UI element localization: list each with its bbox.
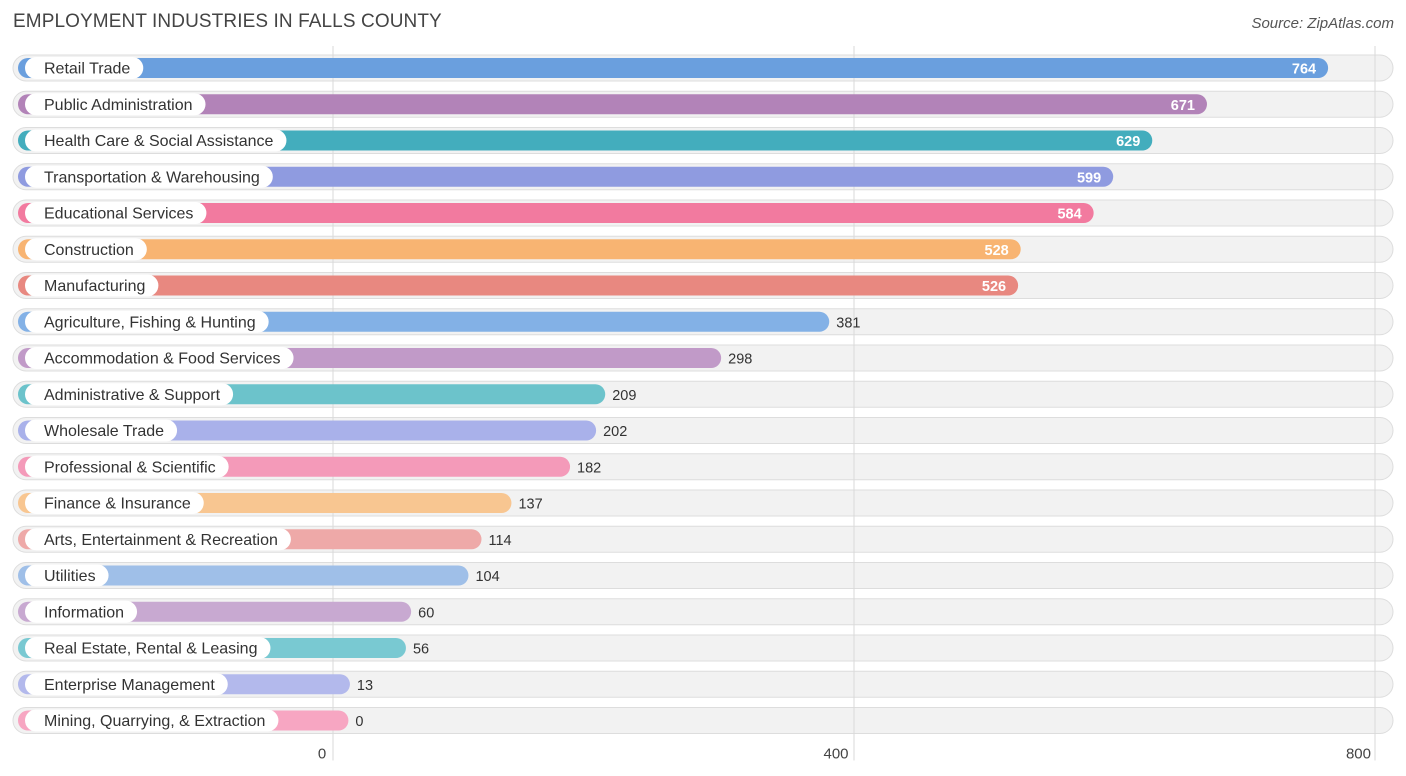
category-label-pill (25, 93, 206, 116)
category-label: Enterprise Management (44, 677, 215, 694)
value-label: 114 (488, 533, 511, 549)
category-label-pill (25, 528, 291, 551)
bar-group: Manufacturing 526 (18, 274, 1019, 297)
chart-title: EMPLOYMENT INDUSTRIES IN FALLS COUNTY (13, 11, 442, 32)
value-label: 209 (612, 388, 636, 404)
category-label: Real Estate, Rental & Leasing (44, 641, 257, 658)
axis-tick-label: 0 (318, 746, 326, 763)
value-label: 137 (518, 497, 542, 513)
value-label: 629 (1116, 134, 1140, 150)
bar-group: Construction 528 (18, 238, 1021, 261)
category-label-pill (25, 129, 287, 152)
category-label-pill (25, 419, 178, 442)
value-label: 764 (1292, 62, 1316, 78)
bar-group: Retail Trade 764 (18, 57, 1329, 79)
bar (18, 203, 1094, 223)
bar-group: Mining, Quarrying, & Extraction 0 (18, 709, 364, 732)
category-label-pill (25, 202, 207, 224)
value-label: 104 (475, 569, 499, 585)
bar-group: Finance & Insurance 137 (18, 492, 543, 514)
bar (18, 565, 469, 586)
bar-group: Health Care & Social Assistance 629 (18, 129, 1153, 152)
row-background (12, 670, 1394, 698)
category-label-pill (25, 347, 294, 369)
category-label: Health Care & Social Assistance (44, 133, 274, 150)
value-label: 60 (418, 605, 434, 621)
category-label: Administrative & Support (44, 387, 221, 404)
bar-group: Public Administration 671 (18, 93, 1207, 116)
bar-group: Administrative & Support 209 (18, 383, 636, 406)
category-label: Transportation & Warehousing (44, 169, 260, 186)
bar (18, 94, 1207, 115)
bar-group: Accommodation & Food Services 298 (18, 347, 752, 369)
category-label: Professional & Scientific (44, 459, 216, 476)
category-label: Manufacturing (44, 278, 145, 295)
category-label-pill (25, 57, 144, 79)
category-label: Educational Services (44, 206, 193, 223)
bar-group: Wholesale Trade 202 (18, 419, 627, 442)
category-label-pill (25, 383, 234, 406)
category-label: Utilities (44, 568, 96, 585)
category-label: Public Administration (44, 97, 193, 114)
category-label: Accommodation & Food Services (44, 351, 281, 368)
category-label: Retail Trade (44, 61, 130, 78)
value-label: 56 (413, 642, 429, 658)
bar-group: Agriculture, Fishing & Hunting 381 (18, 310, 860, 333)
category-label-pill (25, 600, 138, 623)
bar-group: Transportation & Warehousing 599 (18, 165, 1114, 188)
category-label-pill (25, 673, 228, 696)
bar (18, 166, 1114, 187)
axis-tick-label: 400 (823, 746, 848, 763)
category-label: Mining, Quarrying, & Extraction (44, 713, 265, 730)
category-label: Wholesale Trade (44, 423, 164, 440)
category-label-pill (25, 165, 273, 188)
value-label: 671 (1171, 98, 1195, 114)
value-label: 0 (355, 714, 363, 730)
value-label: 599 (1077, 170, 1101, 186)
value-label: 584 (1057, 207, 1081, 223)
category-label-pill (25, 564, 109, 587)
bar-group: Educational Services 584 (18, 202, 1094, 224)
source-note: Source: ZipAtlas.com (1251, 15, 1394, 32)
bar (18, 130, 1153, 151)
category-label-pill (25, 310, 269, 333)
category-label: Arts, Entertainment & Recreation (44, 532, 278, 549)
value-label: 202 (603, 424, 627, 440)
bar-group: Information 60 (18, 600, 434, 623)
row-background (12, 707, 1394, 734)
bar-group: Enterprise Management 13 (18, 673, 373, 696)
category-label-pill (25, 238, 147, 261)
bar-group: Utilities 104 (18, 564, 500, 587)
bar-group: Professional & Scientific 182 (18, 455, 601, 478)
value-label: 182 (577, 460, 601, 476)
value-label: 526 (982, 279, 1006, 295)
category-label: Finance & Insurance (44, 496, 191, 513)
category-label-pill (25, 455, 229, 478)
value-label: 13 (357, 678, 373, 694)
bar (18, 239, 1021, 260)
value-label: 298 (728, 352, 752, 368)
bar-group: Real Estate, Rental & Leasing 56 (18, 637, 429, 659)
value-label: 528 (985, 243, 1009, 259)
category-label-pill (25, 637, 271, 659)
category-label-pill (25, 492, 204, 514)
category-label: Agriculture, Fishing & Hunting (44, 314, 256, 331)
category-label: Information (44, 604, 124, 621)
category-label-pill (25, 274, 159, 297)
bar (18, 275, 1019, 296)
axis-tick-label: 800 (1346, 746, 1371, 763)
bar-group: Arts, Entertainment & Recreation 114 (18, 528, 512, 551)
category-label: Construction (44, 242, 134, 259)
value-label: 381 (836, 315, 860, 331)
category-label-pill (25, 709, 279, 732)
bar (18, 58, 1329, 78)
